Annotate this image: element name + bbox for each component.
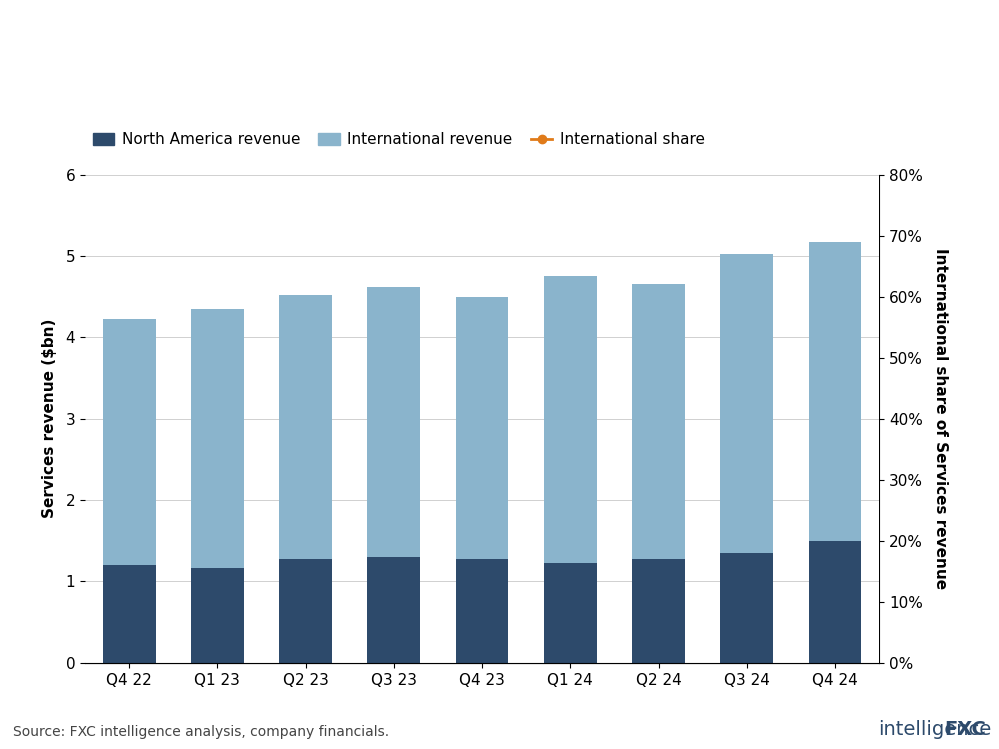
Bar [456, 560, 508, 663]
Bar [543, 276, 596, 562]
Bar [632, 559, 685, 663]
Bar [368, 287, 421, 557]
Y-axis label: Services revenue ($bn): Services revenue ($bn) [42, 319, 57, 518]
Bar [808, 242, 861, 541]
Bar [543, 562, 596, 663]
Text: Citi saw International share of Services revenue dip in Q4 2024: Citi saw International share of Services… [13, 30, 955, 56]
Bar [456, 297, 508, 560]
Bar [103, 319, 156, 565]
Bar [632, 285, 685, 559]
Text: Citi Services revenue by geography, Q4 2022-Q4 2024: Citi Services revenue by geography, Q4 2… [13, 88, 507, 106]
Bar [368, 557, 421, 663]
Bar [720, 553, 773, 663]
Text: intelligence: intelligence [878, 721, 991, 739]
Text: FXC: FXC [944, 721, 986, 739]
Bar [191, 309, 244, 568]
Bar [191, 568, 244, 663]
Bar [279, 295, 332, 559]
Bar [103, 565, 156, 663]
Text: Source: FXC intelligence analysis, company financials.: Source: FXC intelligence analysis, compa… [13, 725, 390, 739]
Bar [808, 541, 861, 663]
Y-axis label: International share of Services revenue: International share of Services revenue [933, 248, 948, 589]
Legend: North America revenue, International revenue, International share: North America revenue, International rev… [93, 133, 705, 148]
Bar [279, 559, 332, 663]
Bar [720, 254, 773, 553]
